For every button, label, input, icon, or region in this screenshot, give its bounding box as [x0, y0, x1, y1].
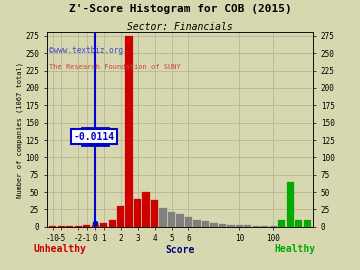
Bar [227, 225, 234, 227]
Bar [219, 224, 226, 227]
Bar [151, 200, 158, 227]
Bar [83, 225, 90, 227]
Bar [253, 226, 260, 227]
Text: -0.0114: -0.0114 [74, 131, 115, 141]
Bar [100, 223, 107, 227]
Bar [202, 221, 209, 227]
Bar [236, 225, 243, 227]
Bar [210, 223, 217, 227]
Bar [75, 226, 82, 227]
Bar [159, 208, 167, 227]
Bar [143, 192, 150, 227]
Bar [168, 211, 175, 227]
Bar [261, 226, 269, 227]
Bar [278, 220, 285, 227]
Bar [126, 36, 133, 227]
Text: Z'-Score Histogram for COB (2015): Z'-Score Histogram for COB (2015) [69, 4, 291, 14]
Text: The Research Foundation of SUNY: The Research Foundation of SUNY [49, 63, 181, 69]
Bar [270, 226, 277, 227]
Y-axis label: Number of companies (1067 total): Number of companies (1067 total) [16, 62, 23, 198]
Title: Sector: Financials: Sector: Financials [127, 22, 233, 32]
Text: Healthy: Healthy [274, 244, 315, 254]
Bar [176, 214, 184, 227]
Bar [66, 226, 73, 227]
Bar [49, 226, 57, 227]
Bar [193, 220, 201, 227]
Bar [287, 182, 294, 227]
Bar [244, 225, 252, 227]
Bar [295, 220, 302, 227]
X-axis label: Score: Score [165, 245, 195, 255]
Bar [185, 217, 192, 227]
Text: Unhealthy: Unhealthy [34, 244, 86, 254]
Bar [58, 226, 65, 227]
Text: ©www.textbiz.org: ©www.textbiz.org [49, 46, 123, 55]
Bar [108, 220, 116, 227]
Bar [134, 199, 141, 227]
Bar [91, 225, 99, 227]
Bar [303, 220, 311, 227]
Bar [117, 206, 124, 227]
